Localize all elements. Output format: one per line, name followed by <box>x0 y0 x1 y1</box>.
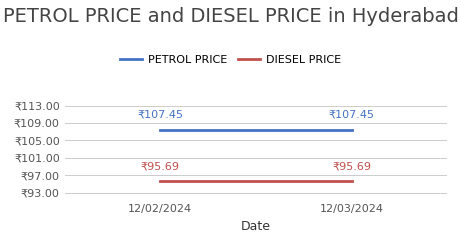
DIESEL PRICE <box>157 180 163 183</box>
Legend: PETROL PRICE, DIESEL PRICE: PETROL PRICE, DIESEL PRICE <box>116 50 345 69</box>
Text: ₹95.69: ₹95.69 <box>141 161 180 171</box>
X-axis label: Date: Date <box>241 220 271 233</box>
Text: ₹95.69: ₹95.69 <box>332 161 371 171</box>
PETROL PRICE <box>157 128 163 131</box>
PETROL PRICE <box>349 128 354 131</box>
Text: ₹107.45: ₹107.45 <box>329 110 374 120</box>
Text: ₹107.45: ₹107.45 <box>137 110 183 120</box>
Text: PETROL PRICE and DIESEL PRICE in Hyderabad: PETROL PRICE and DIESEL PRICE in Hyderab… <box>3 7 458 26</box>
DIESEL PRICE <box>349 180 354 183</box>
